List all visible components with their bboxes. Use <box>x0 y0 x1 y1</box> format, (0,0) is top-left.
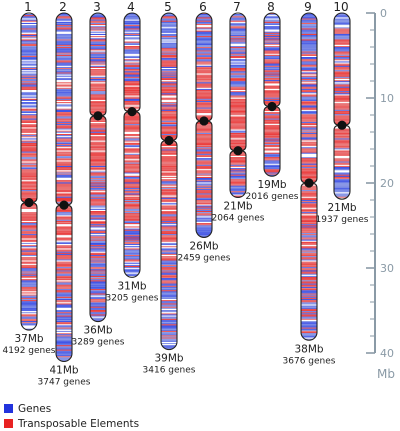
chromosome-size-7: 21Mb <box>223 200 252 212</box>
chromosome-genes-10: 1937 genes <box>316 215 369 225</box>
chromosome-genes-8: 2016 genes <box>246 192 299 202</box>
chromosome-number-6: 6 <box>199 0 207 14</box>
chromosome-size-10: 21Mb <box>327 202 356 214</box>
centromere-8 <box>267 101 277 112</box>
chromosome-genes-9: 3676 genes <box>283 356 336 366</box>
chromosome-10-density <box>334 13 350 200</box>
legend-item-te: Transposable Elements <box>4 416 139 431</box>
centromere-4 <box>127 107 137 117</box>
chromosome-number-1: 1 <box>24 0 32 14</box>
legend-te-label: Transposable Elements <box>18 417 140 430</box>
centromere-3 <box>93 111 103 121</box>
chromosome-number-3: 3 <box>93 0 101 14</box>
chromosome-size-4: 31Mb <box>117 280 146 292</box>
chromosome-genes-2: 3747 genes <box>38 378 91 388</box>
chromosome-genes-5: 3416 genes <box>143 366 196 376</box>
legend-genes-label: Genes <box>18 402 52 415</box>
chromosome-size-8: 19Mb <box>257 179 286 191</box>
chromosome-2-density <box>56 13 72 362</box>
chromosome-number-2: 2 <box>59 0 67 14</box>
axis-tick-label: 0 <box>380 7 387 20</box>
chromosome-genes-3: 3289 genes <box>72 338 125 348</box>
chromosome-size-6: 26Mb <box>189 240 218 252</box>
chromosome-size-3: 36Mb <box>83 325 112 337</box>
axis-tick-label: 30 <box>380 262 394 275</box>
chromosome-4-density <box>124 13 140 278</box>
centromere-9 <box>304 178 314 188</box>
axis-tick-label: 10 <box>380 92 394 105</box>
chromosome-genes-7: 2064 genes <box>212 213 265 223</box>
axis-tick-label: 40 <box>380 347 394 360</box>
chromosome-9-density <box>301 13 317 341</box>
chromosome-number-8: 8 <box>267 0 275 14</box>
chromosome-genes-1: 4192 genes <box>3 346 56 356</box>
legend: Genes Transposable Elements <box>4 401 139 431</box>
chromosome-6-density <box>196 13 212 238</box>
centromere-7 <box>233 146 243 156</box>
chromosome-number-9: 9 <box>304 0 312 14</box>
chromosome-1-density <box>21 13 37 331</box>
chromosome-number-10: 10 <box>333 0 348 14</box>
centromere-5 <box>164 135 174 146</box>
chromosome-number-5: 5 <box>164 0 172 14</box>
chromosome-7-density <box>230 13 246 198</box>
axis-tick-label: 20 <box>380 177 394 190</box>
chromosome-8-density <box>264 13 280 177</box>
chromosome-number-7: 7 <box>233 0 241 14</box>
chromosome-genes-6: 2459 genes <box>178 253 231 263</box>
chromosome-number-4: 4 <box>127 0 135 14</box>
axis-unit-label: Mb <box>377 367 395 381</box>
chromosome-size-2: 41Mb <box>49 365 78 377</box>
chromosome-5-density <box>161 13 177 350</box>
centromere-6 <box>199 116 209 126</box>
chromosome-3-density <box>90 13 106 322</box>
chromosome-size-1: 37Mb <box>14 333 43 345</box>
centromere-1 <box>24 197 34 208</box>
legend-item-genes: Genes <box>4 401 139 416</box>
centromere-10 <box>337 120 347 130</box>
centromere-2 <box>59 200 69 210</box>
chromosome-genes-4: 3205 genes <box>106 293 159 303</box>
mb-axis: 0 10 20 30 40 Mb <box>366 7 395 381</box>
genes-swatch <box>4 404 13 413</box>
te-swatch <box>4 419 13 428</box>
chromosome-size-9: 38Mb <box>294 343 323 355</box>
chromosome-size-5: 39Mb <box>154 353 183 365</box>
